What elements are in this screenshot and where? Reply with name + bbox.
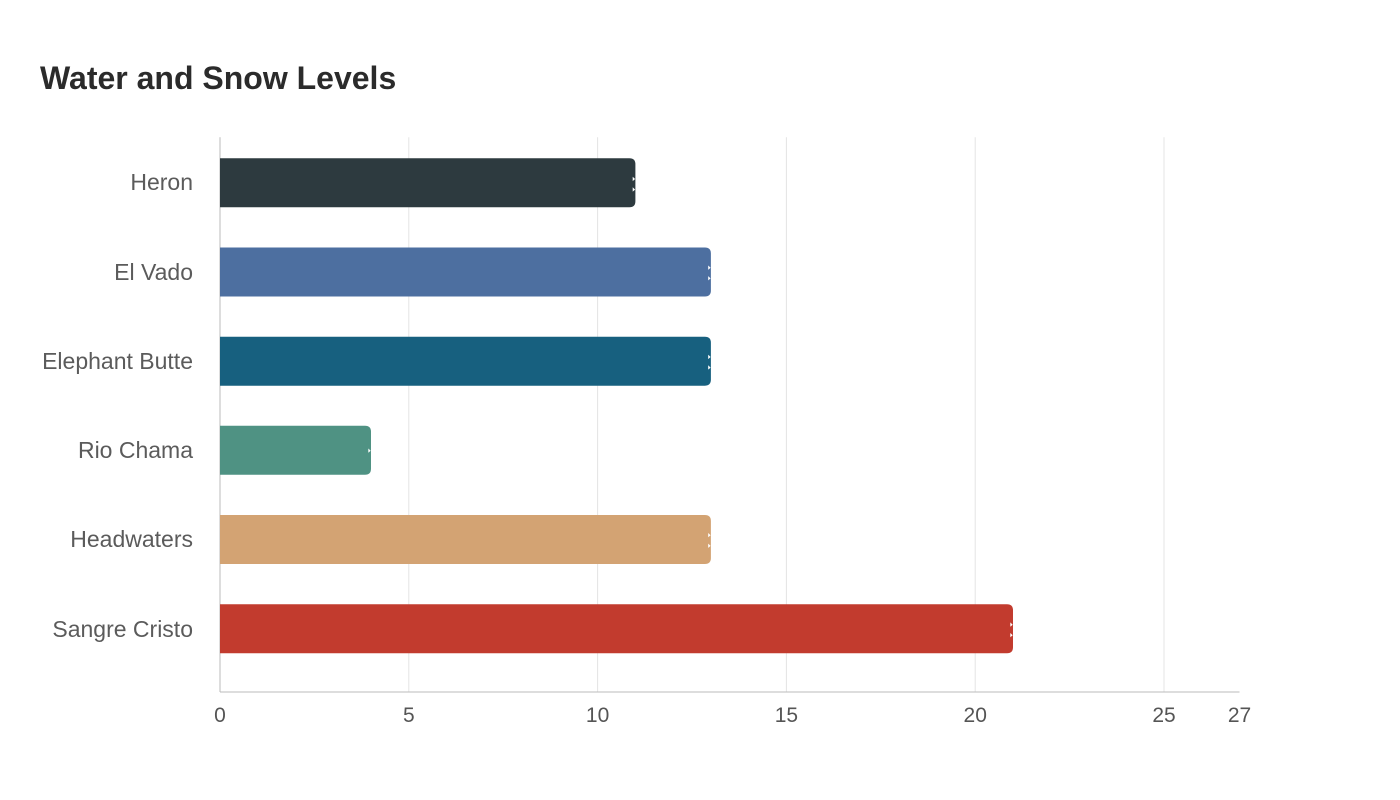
svg-text:El Vado: El Vado [114, 259, 193, 285]
svg-text:Heron: Heron [130, 169, 193, 195]
svg-text:20: 20 [964, 704, 987, 727]
svg-text:10: 10 [586, 704, 609, 727]
svg-text:Rio Chama: Rio Chama [78, 437, 193, 463]
svg-text:25: 25 [1152, 704, 1175, 727]
svg-text:5: 5 [403, 704, 415, 727]
svg-text:Elephant Butte: Elephant Butte [42, 348, 193, 374]
svg-text:0: 0 [214, 704, 226, 727]
svg-text:15: 15 [775, 704, 798, 727]
svg-text:Headwaters: Headwaters [70, 526, 193, 552]
svg-text:27: 27 [1228, 704, 1251, 727]
svg-text:Sangre Cristo: Sangre Cristo [52, 616, 193, 642]
